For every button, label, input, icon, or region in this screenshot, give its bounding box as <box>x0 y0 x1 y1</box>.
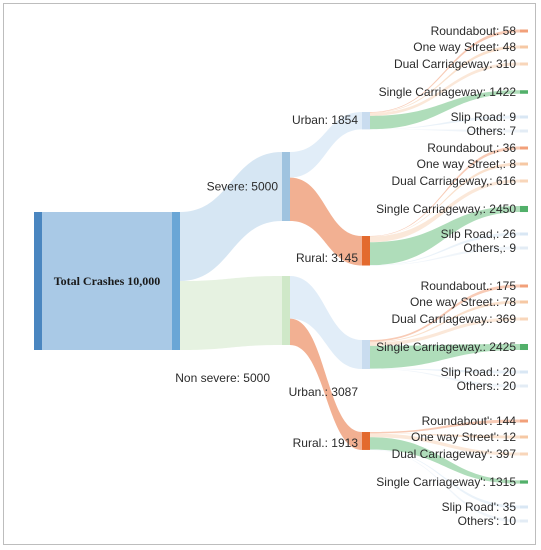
non-urban-node <box>362 340 370 369</box>
label-single-carriageway-2425: Single Carriageway.: 2425 <box>376 340 516 354</box>
node-one-way-street-8 <box>520 162 528 166</box>
link-slip-road-20 <box>370 368 520 374</box>
severe-label: Severe: 5000 <box>207 180 279 194</box>
label-others-7: Others: 7 <box>467 124 517 138</box>
label-roundabout-58: Roundabout: 58 <box>431 24 517 38</box>
label-single-carriageway-1422: Single Carriageway: 1422 <box>379 85 517 99</box>
link-one-way-street-48 <box>370 45 520 113</box>
node-one-way-street-48 <box>520 45 528 49</box>
label-one-way-street-78: One way Street.: 78 <box>410 295 516 309</box>
label-slip-road-26: Slip Road,: 26 <box>441 227 517 241</box>
link-root-severe <box>180 152 282 281</box>
link-roundabout-58 <box>370 29 520 113</box>
link-one-way-street-8 <box>370 162 520 237</box>
node-others-9 <box>520 246 528 250</box>
link-single-carriageway-1315 <box>370 437 520 484</box>
label-roundabout-175: Roundabout.: 175 <box>421 279 517 293</box>
node-dual-carriageway-310 <box>520 62 528 66</box>
node-single-carriageway-1315 <box>520 480 528 484</box>
label-others-10: Others': 10 <box>458 514 517 528</box>
label-single-carriageway-1315: Single Carriageway': 1315 <box>376 475 516 489</box>
link-slip-road-26 <box>370 232 520 266</box>
node-dual-carriageway-369 <box>520 317 528 321</box>
link-slip-road-9 <box>370 115 520 130</box>
label-one-way-street-8: One way Street,: 8 <box>417 157 517 171</box>
node-one-way-street-78 <box>520 300 528 304</box>
label-slip-road-20: Slip Road.: 20 <box>441 365 517 379</box>
node-slip-road-26 <box>520 232 528 236</box>
link-others-10 <box>370 449 520 523</box>
label-others-20: Others.: 20 <box>457 379 517 393</box>
link-roundabout-175 <box>370 284 520 342</box>
link-others-20 <box>370 368 520 388</box>
label-one-way-street-48: One way Street: 48 <box>413 40 516 54</box>
sev-rural-label: Rural: 3145 <box>296 251 358 265</box>
node-single-carriageway-2425 <box>520 343 528 351</box>
root-node <box>172 212 180 350</box>
link-dual-carriageway-369 <box>370 317 520 346</box>
link-sev_rural <box>290 177 362 266</box>
link-slip-road-35 <box>370 449 520 509</box>
label-slip-road-35: Slip Road': 35 <box>442 500 517 514</box>
node-roundabout-36 <box>520 146 528 150</box>
label-dual-carriageway-369: Dual Carriageway.: 369 <box>391 312 516 326</box>
label-dual-carriageway-616: Dual Carriageway,: 616 <box>391 174 516 188</box>
sev-urban-node <box>362 112 370 130</box>
node-others-20 <box>520 384 528 388</box>
node-slip-road-35 <box>520 505 528 509</box>
node-others-7 <box>520 129 528 133</box>
link-non_urban <box>290 276 362 369</box>
root-node-edge <box>34 212 42 350</box>
node-slip-road-9 <box>520 115 528 119</box>
label-others-9: Others,: 9 <box>463 241 516 255</box>
link-dual-carriageway-616 <box>370 179 520 243</box>
link-dual-carriageway-310 <box>370 62 520 116</box>
node-roundabout-175 <box>520 284 528 288</box>
sankey-labels: Total Crashes 10,000 Roundabout: 58 One wa… <box>54 24 517 528</box>
link-root-nonsevere <box>180 276 282 350</box>
sev-rural-node <box>362 236 370 266</box>
severe-node <box>282 152 290 221</box>
label-roundabout-36: Roundabout,: 36 <box>427 141 516 155</box>
link-others-7 <box>370 129 520 133</box>
label-slip-road-9: Slip Road: 9 <box>451 110 517 124</box>
node-single-carriageway-2450 <box>520 205 528 213</box>
link-sev_urban <box>290 112 362 178</box>
link-one-way-street-12 <box>370 433 520 439</box>
link-non_rural <box>290 318 362 450</box>
node-slip-road-20 <box>520 370 528 374</box>
node-roundabout-58 <box>520 29 528 33</box>
non-rural-node <box>362 432 370 450</box>
node-dual-carriageway-616 <box>520 179 528 183</box>
label-single-carriageway-2450: Single Carriageway,: 2450 <box>376 202 516 216</box>
non-rural-label: Rural.: 1913 <box>293 436 359 450</box>
non-urban-label: Urban.: 3087 <box>289 385 359 399</box>
label-one-way-street-12: One way Street': 12 <box>411 430 516 444</box>
root-label: Total Crashes 10,000 <box>54 274 161 288</box>
sev-urban-label: Urban: 1854 <box>292 113 358 127</box>
nonsevere-label: Non severe: 5000 <box>175 371 270 385</box>
node-dual-carriageway-397 <box>520 452 528 456</box>
node-others-10 <box>520 519 528 523</box>
link-single-carriageway-1422 <box>370 90 520 130</box>
link-others-9 <box>370 246 520 266</box>
nonsevere-node <box>282 276 290 345</box>
node-single-carriageway-1422 <box>520 90 528 94</box>
link-single-carriageway-2450 <box>370 205 520 266</box>
link-dual-carriageway-397 <box>370 433 520 456</box>
label-dual-carriageway-310: Dual Carriageway: 310 <box>394 57 516 71</box>
link-roundabout-144 <box>370 419 520 434</box>
link-single-carriageway-2425 <box>370 343 520 369</box>
sankey-links <box>180 29 520 523</box>
node-one-way-street-12 <box>520 435 528 439</box>
label-roundabout-144: Roundabout': 144 <box>422 414 517 428</box>
link-roundabout-36 <box>370 146 520 237</box>
root-node-body <box>34 212 172 350</box>
link-one-way-street-78 <box>370 300 520 343</box>
sankey-nodes <box>34 29 528 523</box>
label-dual-carriageway-397: Dual Carriageway': 397 <box>392 447 517 461</box>
node-roundabout-144 <box>520 419 528 423</box>
